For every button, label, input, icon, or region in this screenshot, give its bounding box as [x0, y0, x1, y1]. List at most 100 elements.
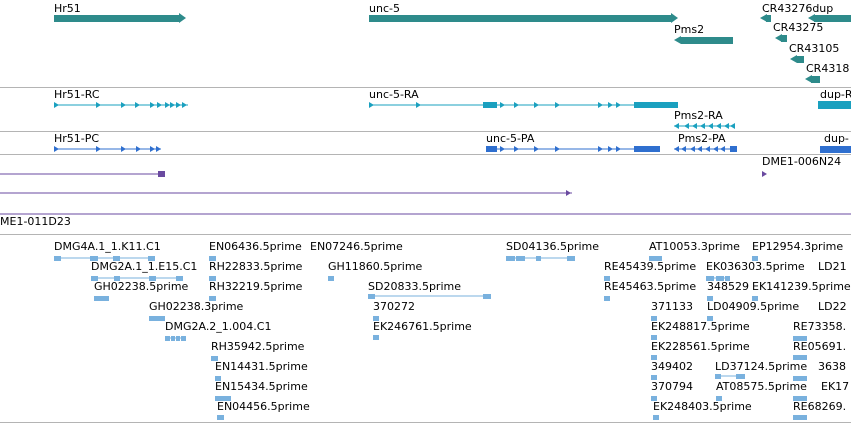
est-label[interactable]: EP12954.3prime [752, 240, 844, 253]
est-label[interactable]: RH32219.5prime [209, 280, 303, 293]
transcript-unc5-pa-exon[interactable] [500, 146, 505, 152]
transcript-hr51-rc-exon[interactable] [121, 102, 126, 108]
est-6-block[interactable] [209, 256, 216, 261]
gene-glyph[interactable] [811, 76, 820, 83]
clone-end[interactable] [566, 190, 571, 196]
est-label[interactable]: GH02238.5prime [94, 280, 189, 293]
est-label[interactable]: EN04456.5prime [217, 400, 310, 413]
transcript-hr51-pc-exon[interactable] [96, 146, 101, 152]
est-label[interactable]: LD04909.5prime [707, 300, 800, 313]
transcript-hr51-pc-exon[interactable] [156, 146, 161, 152]
est-29-block[interactable] [707, 296, 713, 301]
transcript-label[interactable]: unc-5-RA [369, 88, 419, 101]
est-23-block[interactable] [651, 335, 657, 340]
transcript-pms2-pa-exon[interactable] [697, 146, 702, 152]
est-25-block[interactable] [651, 375, 657, 380]
transcript-unc5-pa-exon[interactable] [486, 146, 497, 152]
est-5-block[interactable] [176, 336, 180, 341]
transcript-hr51-rc-exon[interactable] [150, 102, 155, 108]
transcript-hr51-rc-exon[interactable] [182, 102, 187, 108]
transcript-unc5-ra-exon[interactable] [416, 102, 421, 108]
est-18-block[interactable] [567, 256, 575, 261]
gene-glyph[interactable] [681, 37, 733, 44]
gene-label[interactable]: Pms2 [674, 23, 705, 36]
transcript-hr51-rc-exon[interactable] [157, 102, 162, 108]
est-2-block[interactable] [91, 276, 98, 281]
est-37-block[interactable] [793, 336, 807, 341]
est-18-block[interactable] [506, 256, 515, 261]
clone-label[interactable]: DME1-006N24 [762, 155, 842, 168]
transcript-hr51-rc-exon[interactable] [176, 102, 181, 108]
est-28-block[interactable] [725, 276, 730, 281]
est-label[interactable]: RH22833.5prime [209, 260, 303, 273]
transcript-label[interactable]: dup- [824, 132, 849, 145]
transcript-unc5-ra-exon[interactable] [634, 102, 678, 108]
transcript-pms2-pa-exon[interactable] [681, 146, 686, 152]
transcript-unc5-ra-exon[interactable] [534, 102, 539, 108]
est-label[interactable]: DMG2A.1_1.E15.C1 [91, 260, 198, 273]
est-label[interactable]: RE05691. [793, 340, 847, 353]
transcript-unc5-ra-exon[interactable] [616, 102, 621, 108]
transcript-pms2-ra-exon[interactable] [730, 123, 735, 129]
clone-label[interactable]: ME1-011D23 [0, 215, 71, 228]
est-label[interactable]: EK246761.5prime [373, 320, 472, 333]
est-label[interactable]: RE45463.5prime [604, 280, 697, 293]
est-label[interactable]: 370272 [373, 300, 415, 313]
gene-glyph[interactable] [766, 15, 771, 22]
clone-end[interactable] [762, 171, 767, 177]
est-label[interactable]: EK17 [821, 380, 850, 393]
est-18-block[interactable] [536, 256, 541, 261]
transcript-unc5-ra-exon[interactable] [369, 102, 374, 108]
transcript-pms2-pa-exon[interactable] [705, 146, 710, 152]
est-32-block[interactable] [716, 396, 722, 401]
est-label[interactable]: RE68269. [793, 400, 847, 413]
est-2-block[interactable] [176, 276, 183, 281]
gene-label[interactable]: CR43276dup [762, 2, 834, 15]
transcript-unc5-pa-exon[interactable] [514, 146, 519, 152]
est-30-block[interactable] [707, 316, 713, 321]
est-label[interactable]: EN07246.5prime [310, 240, 403, 253]
est-4-block[interactable] [149, 316, 165, 321]
transcript-hr51-pc-exon[interactable] [54, 146, 59, 152]
transcript-label[interactable]: Hr51-RC [54, 88, 100, 101]
est-15-block[interactable] [368, 294, 375, 299]
gene-glyph[interactable] [814, 15, 851, 22]
est-label[interactable]: EK141239.5prime [752, 280, 851, 293]
transcript-hr51-rc-exon[interactable] [165, 102, 170, 108]
est-5-block[interactable] [171, 336, 175, 341]
est-label[interactable]: EN14431.5prime [215, 360, 308, 373]
transcript-pms2-ra-exon[interactable] [700, 123, 705, 129]
transcript-hr51-rc-exon[interactable] [135, 102, 140, 108]
transcript-pms2-ra-exon[interactable] [684, 123, 689, 129]
est-label[interactable]: RE45439.5prime [604, 260, 697, 273]
est-28-block[interactable] [716, 276, 724, 281]
transcript-pms2-ra-exon[interactable] [674, 123, 679, 129]
transcript-unc5-pa-exon[interactable] [616, 146, 621, 152]
est-label[interactable]: 349402 [651, 360, 693, 373]
est-27-block[interactable] [653, 415, 659, 420]
gene-label[interactable]: CR4318 [806, 62, 850, 75]
transcript-unc5-pa-exon[interactable] [534, 146, 539, 152]
est-17-block[interactable] [373, 335, 379, 340]
est-3-block[interactable] [94, 296, 109, 301]
est-8-block[interactable] [209, 296, 216, 301]
est-label[interactable]: 3638 [818, 360, 846, 373]
transcript-dup-p-exon[interactable] [820, 146, 851, 153]
transcript-pms2-ra-exon[interactable] [724, 123, 729, 129]
est-1-block[interactable] [148, 256, 155, 261]
est-label[interactable]: DMG2A.2_1.004.C1 [165, 320, 272, 333]
est-label[interactable]: SD20833.5prime [368, 280, 461, 293]
est-label[interactable]: LD22 [818, 300, 847, 313]
est-2-block[interactable] [149, 276, 156, 281]
gene-label[interactable]: Hr51 [54, 2, 81, 15]
transcript-unc5-ra-exon[interactable] [483, 102, 497, 108]
transcript-label[interactable]: dup-R [820, 88, 851, 101]
transcript-unc5-ra-exon[interactable] [555, 102, 560, 108]
est-1-block[interactable] [113, 256, 120, 261]
transcript-pms2-pa-exon[interactable] [713, 146, 718, 152]
est-26-block[interactable] [651, 396, 657, 401]
est-1-block[interactable] [90, 256, 98, 261]
est-12-block[interactable] [217, 415, 224, 420]
est-label[interactable]: SD04136.5prime [506, 240, 599, 253]
est-31-block[interactable] [715, 374, 721, 379]
